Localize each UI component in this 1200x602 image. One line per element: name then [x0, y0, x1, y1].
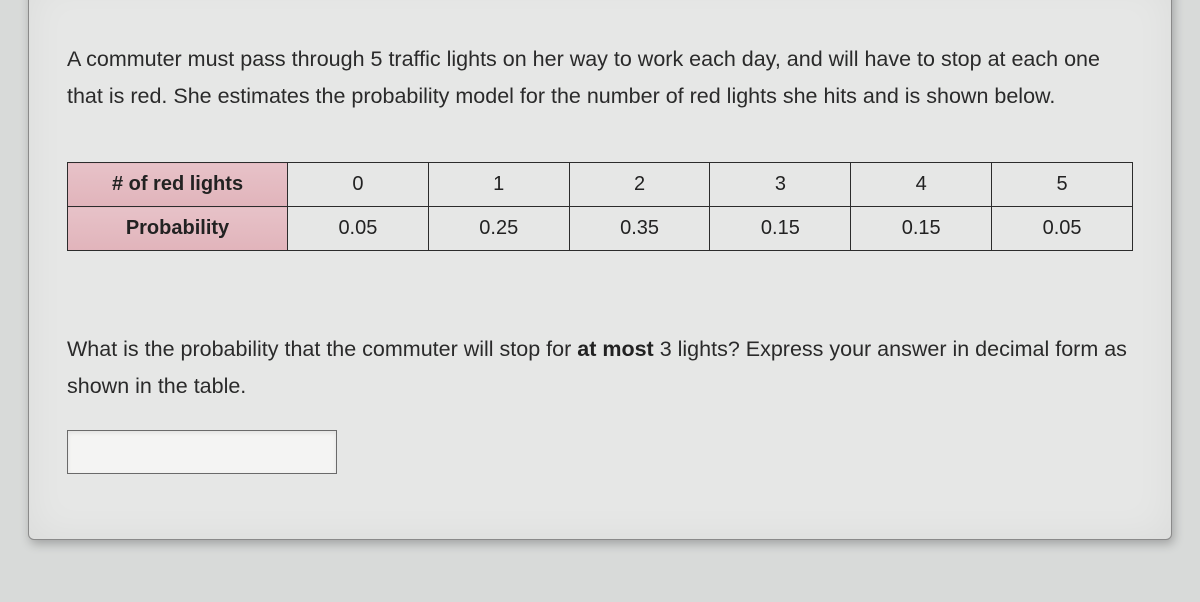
table-cell: 5: [992, 163, 1133, 207]
table-row: # of red lights 0 1 2 3 4 5: [68, 163, 1133, 207]
table-cell: 3: [710, 163, 851, 207]
table-cell: 0.05: [992, 207, 1133, 251]
table-cell: 0.35: [569, 207, 710, 251]
table-cell: 1: [428, 163, 569, 207]
row-header-count: # of red lights: [68, 163, 288, 207]
question-prefix: What is the probability that the commute…: [67, 337, 577, 361]
table-row: Probability 0.05 0.25 0.35 0.15 0.15 0.0…: [68, 207, 1133, 251]
question-text: What is the probability that the commute…: [67, 331, 1133, 404]
probability-table: # of red lights 0 1 2 3 4 5 Probability …: [67, 162, 1133, 251]
table-cell: 0.05: [288, 207, 429, 251]
question-emphasis: at most: [577, 337, 653, 361]
table-cell: 2: [569, 163, 710, 207]
table-cell: 4: [851, 163, 992, 207]
problem-intro-text: A commuter must pass through 5 traffic l…: [67, 41, 1133, 114]
question-panel: A commuter must pass through 5 traffic l…: [28, 0, 1172, 540]
table-cell: 0.25: [428, 207, 569, 251]
table-cell: 0.15: [710, 207, 851, 251]
row-header-probability: Probability: [68, 207, 288, 251]
table-cell: 0: [288, 163, 429, 207]
answer-input[interactable]: [67, 430, 337, 474]
table-cell: 0.15: [851, 207, 992, 251]
